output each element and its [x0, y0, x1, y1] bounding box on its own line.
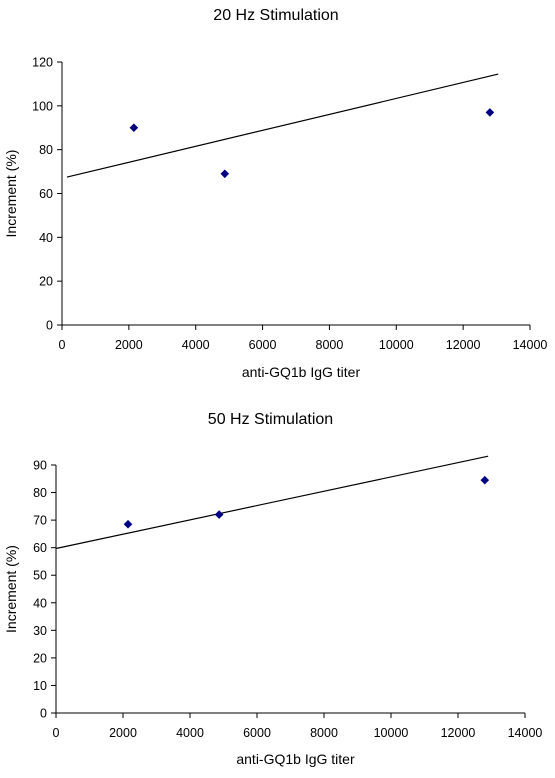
chart-2-x-tick-label: 0 — [53, 726, 60, 740]
chart-1-trendline — [66, 73, 499, 178]
chart-1-data-point — [129, 123, 139, 133]
chart-2: 50 Hz Stimulation 0 10 20 30 40 50 60 70 80 90 0 200… — [3, 411, 542, 767]
chart-2-data-point — [214, 510, 224, 519]
chart-2-data-point — [480, 475, 490, 485]
chart-2-x-tick-label: 8000 — [310, 726, 338, 740]
chart-2-y-tick-label: 40 — [33, 596, 47, 610]
chart-2-trendline — [55, 455, 489, 550]
chart-1-y-tick-label: 80 — [39, 143, 53, 157]
chart-1-data-point — [220, 169, 230, 179]
chart-1-x-tick-label: 0 — [59, 338, 66, 352]
chart-1-x-tick-label: 14000 — [513, 338, 548, 352]
chart-1-y-tick-label: 100 — [32, 99, 53, 113]
chart-2-x-tick-label: 2000 — [109, 726, 137, 740]
chart-1-y-tick-label: 0 — [46, 319, 53, 333]
chart-1-y-tick-label: 40 — [39, 231, 53, 245]
chart-1-y-tick-label: 20 — [39, 275, 53, 289]
chart-2-y-tick-label: 90 — [33, 459, 47, 473]
chart-2-y-tick-label: 30 — [33, 624, 47, 638]
chart-2-y-tick-label: 0 — [40, 707, 47, 721]
chart-1-x-tick-label: 2000 — [115, 338, 143, 352]
chart-1-x-tick-label: 4000 — [182, 338, 210, 352]
chart-1-y-axis-label: Increment (%) — [3, 150, 19, 238]
chart-2-x-tick-label: 4000 — [176, 726, 204, 740]
chart-2-y-tick-label: 80 — [33, 486, 47, 500]
chart-2-x-tick-label: 6000 — [243, 726, 271, 740]
chart-1-x-tick-label: 12000 — [446, 338, 481, 352]
chart-1-data-point — [485, 108, 495, 117]
chart-2-y-tick-label: 60 — [33, 541, 47, 555]
chart-1-x-tick-label: 6000 — [249, 338, 277, 352]
chart-2-x-tick-label: 14000 — [508, 726, 543, 740]
chart-2-data-point — [123, 519, 133, 529]
chart-2-y-tick-label: 10 — [33, 679, 47, 693]
chart-1-x-axis-label: anti-GQ1b IgG titer — [242, 364, 361, 380]
chart-2-y-axis-label: Increment (%) — [3, 545, 19, 633]
chart-1-title: 20 Hz Stimulation — [213, 7, 338, 24]
chart-2-y-tick-label: 70 — [33, 514, 47, 528]
chart-2-title: 50 Hz Stimulation — [208, 411, 333, 428]
chart-2-y-tick-label: 20 — [33, 651, 47, 665]
chart-1: 20 Hz Stimulation 0 20 40 60 80 100 120 0 2000 400… — [3, 7, 547, 380]
chart-1-x-tick-label: 10000 — [379, 338, 414, 352]
chart-2-x-tick-label: 10000 — [374, 726, 409, 740]
chart-1-y-tick-label: 60 — [39, 187, 53, 201]
chart-2-x-tick-label: 12000 — [441, 726, 476, 740]
chart-1-x-tick-label: 8000 — [316, 338, 344, 352]
chart-1-y-tick-label: 120 — [32, 56, 53, 70]
chart-2-y-tick-label: 50 — [33, 569, 47, 583]
chart-2-x-axis-label: anti-GQ1b IgG titer — [236, 751, 355, 767]
